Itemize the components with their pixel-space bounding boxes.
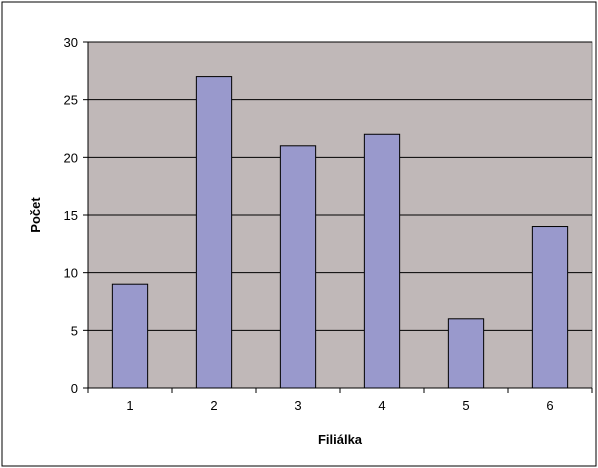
y-axis-title: Počet: [28, 197, 43, 233]
y-tick-label: 25: [64, 93, 78, 108]
x-tick-label: 6: [546, 398, 553, 413]
bar-1: [111, 283, 149, 389]
gridlines: [88, 41, 592, 331]
bar-2: [195, 76, 233, 389]
x-tick-label: 5: [462, 398, 469, 413]
x-axis-title: Filiálka: [318, 432, 363, 447]
y-tick-label: 20: [64, 150, 78, 165]
axes: [83, 41, 593, 393]
x-tick-labels: 1 2 3 4 5 6: [126, 398, 553, 413]
x-tick-label: 2: [210, 398, 217, 413]
y-tick-label: 15: [64, 208, 78, 223]
x-tick-label: 3: [294, 398, 301, 413]
bars: [111, 76, 569, 389]
bar-4: [363, 133, 401, 389]
y-tick-labels: 0 5 10 15 20 25 30: [64, 35, 78, 396]
y-tick-label: 5: [71, 323, 78, 338]
y-tick-label: 30: [64, 35, 78, 50]
bar-3: [279, 145, 317, 389]
x-tick-label: 4: [378, 398, 385, 413]
bar-5: [447, 318, 485, 389]
bar-6: [531, 226, 569, 389]
y-tick-label: 10: [64, 266, 78, 281]
y-tick-label: 0: [71, 381, 78, 396]
x-tick-label: 1: [126, 398, 133, 413]
